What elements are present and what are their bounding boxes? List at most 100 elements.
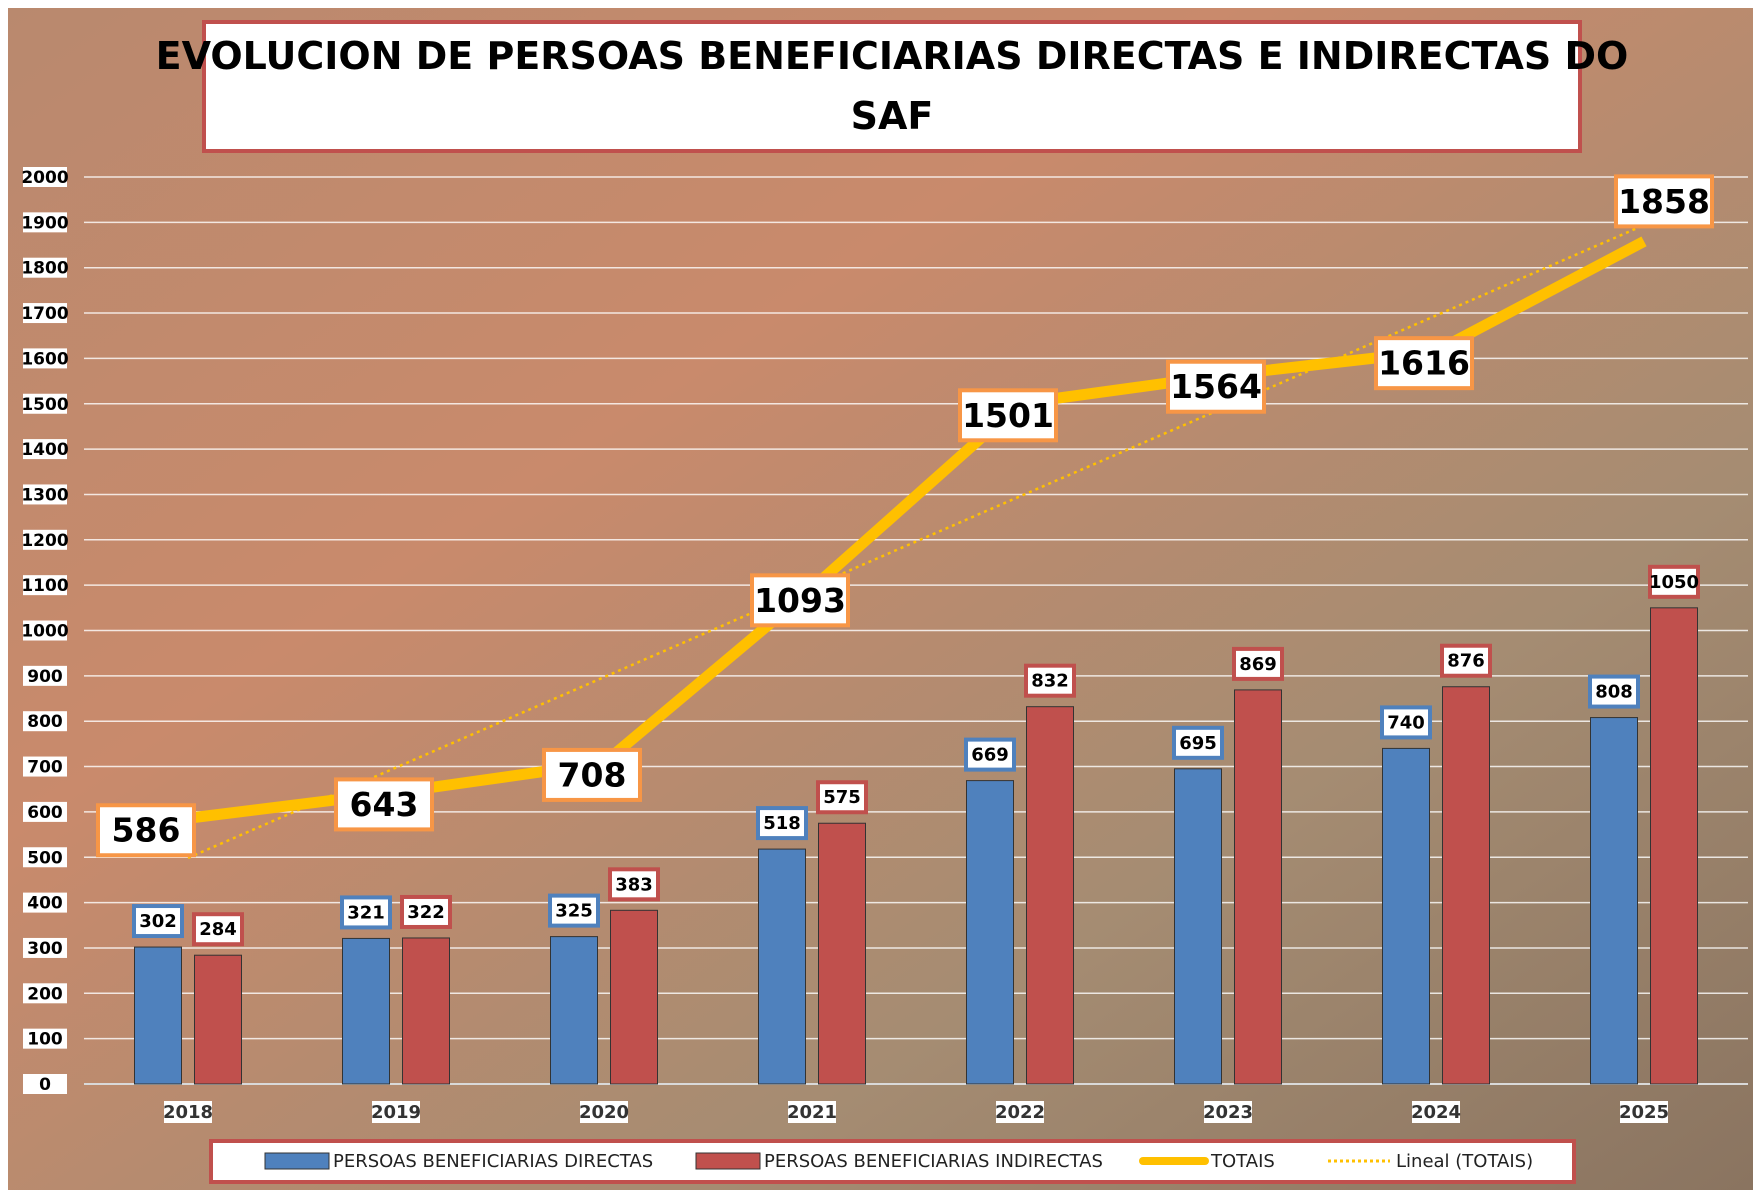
total-label-box bbox=[1374, 336, 1474, 391]
bar bbox=[402, 937, 450, 1085]
x-tick-box bbox=[372, 1101, 420, 1123]
value-label-box bbox=[1232, 646, 1284, 681]
y-tick-box bbox=[23, 303, 67, 324]
value-label-box bbox=[340, 895, 392, 930]
bar bbox=[1590, 717, 1638, 1085]
y-tick-label: 1900 bbox=[21, 213, 68, 233]
value-label: 575 bbox=[823, 787, 861, 808]
y-tick-label: 1700 bbox=[21, 304, 68, 324]
bar bbox=[1234, 689, 1282, 1085]
y-tick-label: 700 bbox=[27, 758, 63, 778]
total-label-box bbox=[750, 573, 850, 628]
value-label: 740 bbox=[1387, 712, 1425, 733]
x-tick-box bbox=[164, 1101, 212, 1123]
value-label-box bbox=[132, 904, 184, 939]
total-label-box bbox=[958, 388, 1058, 443]
y-tick-box bbox=[23, 212, 67, 233]
total-label: 1564 bbox=[1170, 367, 1262, 406]
y-tick-label: 1200 bbox=[21, 531, 68, 551]
y-tick-box bbox=[23, 484, 67, 505]
value-label-box bbox=[756, 806, 808, 841]
value-label-box bbox=[1440, 643, 1492, 678]
y-tick-box bbox=[23, 801, 67, 822]
y-tick-label: 400 bbox=[27, 894, 63, 914]
value-label-box bbox=[1172, 725, 1224, 760]
y-tick-box bbox=[23, 439, 67, 460]
y-tick-label: 1800 bbox=[21, 259, 68, 279]
bar bbox=[134, 946, 182, 1085]
bar bbox=[610, 909, 658, 1085]
y-tick-box bbox=[23, 892, 67, 913]
total-label: 643 bbox=[350, 785, 419, 824]
y-tick-label: 1400 bbox=[21, 440, 68, 460]
total-label-box bbox=[1166, 359, 1266, 414]
value-label: 876 bbox=[1447, 651, 1485, 672]
y-tick-box bbox=[23, 1074, 67, 1094]
bar bbox=[194, 954, 242, 1085]
y-tick-label: 800 bbox=[27, 712, 63, 732]
value-label-box bbox=[548, 893, 600, 928]
y-tick-box bbox=[23, 847, 67, 868]
bar bbox=[550, 936, 598, 1085]
y-tick-box bbox=[23, 393, 67, 414]
x-tick-label: 2024 bbox=[1411, 1102, 1461, 1123]
bar bbox=[1174, 768, 1222, 1085]
y-tick-label: 300 bbox=[27, 939, 63, 959]
legend-swatch bbox=[264, 1152, 330, 1170]
value-label: 1050 bbox=[1649, 572, 1699, 593]
total-label-box bbox=[96, 803, 196, 858]
value-label: 383 bbox=[615, 874, 653, 895]
value-label-box bbox=[608, 867, 660, 902]
total-label: 1501 bbox=[962, 396, 1054, 435]
y-tick-box bbox=[23, 348, 67, 369]
background bbox=[8, 8, 1753, 1190]
x-tick-label: 2022 bbox=[995, 1102, 1045, 1123]
bar bbox=[1382, 747, 1430, 1085]
y-tick-box bbox=[23, 257, 67, 278]
value-label-box bbox=[1380, 705, 1432, 740]
total-label: 586 bbox=[112, 811, 181, 850]
x-tick-label: 2020 bbox=[579, 1102, 629, 1123]
y-tick-box bbox=[23, 575, 67, 596]
chart-title: EVOLUCION DE PERSOAS BENEFICIARIAS DIREC… bbox=[156, 34, 1629, 138]
y-tick-label: 1600 bbox=[21, 349, 68, 369]
value-label-box bbox=[1588, 674, 1640, 709]
x-tick-box bbox=[580, 1101, 628, 1123]
legend-label: TOTAIS bbox=[1210, 1151, 1275, 1172]
total-label-box bbox=[1614, 174, 1714, 229]
value-label-box bbox=[816, 780, 868, 815]
value-label: 869 bbox=[1239, 654, 1277, 675]
y-tick-box bbox=[23, 167, 67, 187]
x-tick-box bbox=[996, 1101, 1044, 1123]
y-tick-label: 2000 bbox=[21, 168, 68, 188]
legend-label: Lineal (TOTAIS) bbox=[1396, 1151, 1533, 1172]
y-tick-box bbox=[23, 1028, 67, 1049]
x-tick-label: 2018 bbox=[163, 1102, 213, 1123]
y-tick-label: 200 bbox=[27, 984, 63, 1004]
value-label: 284 bbox=[199, 919, 237, 940]
x-tick-box bbox=[1204, 1101, 1252, 1123]
bar bbox=[966, 780, 1014, 1085]
y-tick-label: 1500 bbox=[21, 395, 68, 415]
legend-swatch bbox=[695, 1152, 761, 1170]
total-label: 1616 bbox=[1378, 344, 1470, 383]
value-label-box bbox=[1648, 564, 1700, 599]
x-tick-label: 2023 bbox=[1203, 1102, 1253, 1123]
value-label: 321 bbox=[347, 902, 385, 923]
y-tick-label: 600 bbox=[27, 803, 63, 823]
total-label: 708 bbox=[558, 755, 627, 794]
trendline bbox=[187, 224, 1645, 860]
value-label: 322 bbox=[407, 902, 445, 923]
y-tick-label: 500 bbox=[27, 848, 63, 868]
value-label: 832 bbox=[1031, 671, 1069, 692]
total-label-box bbox=[542, 747, 642, 802]
x-tick-box bbox=[1620, 1101, 1668, 1123]
legend-label: PERSOAS BENEFICIARIAS DIRECTAS bbox=[333, 1151, 653, 1172]
value-label-box bbox=[964, 737, 1016, 772]
bar bbox=[1650, 607, 1698, 1085]
y-tick-label: 1100 bbox=[21, 576, 68, 596]
bar bbox=[1026, 706, 1074, 1085]
y-tick-box bbox=[23, 711, 67, 732]
